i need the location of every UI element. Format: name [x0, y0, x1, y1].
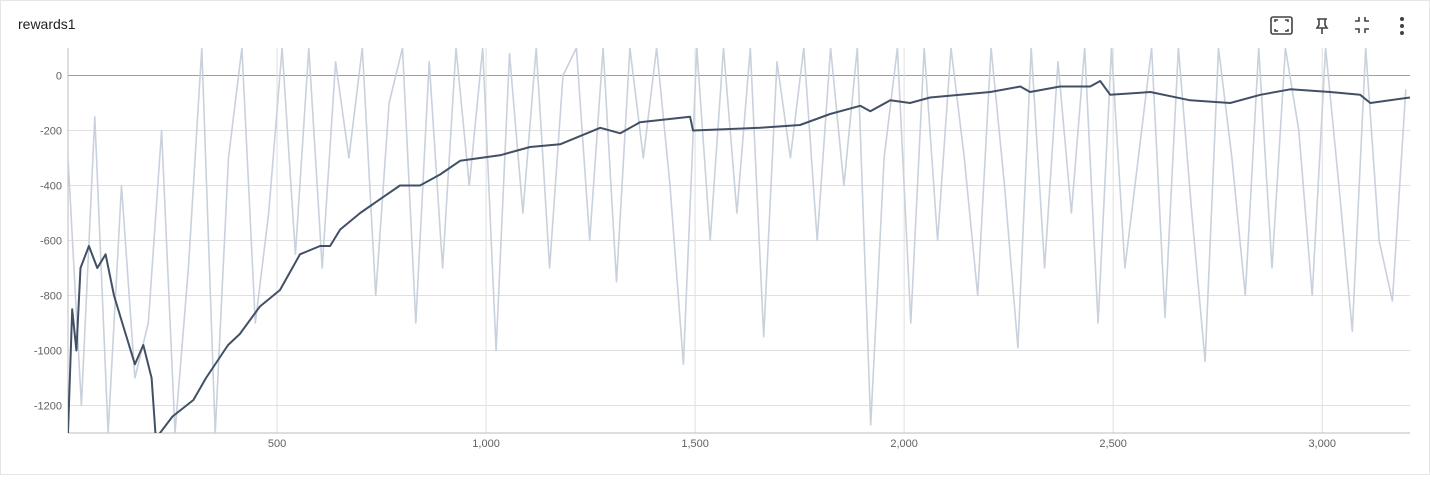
y-tick-label: -400: [40, 181, 62, 193]
x-tick-label: 3,000: [1308, 438, 1336, 450]
y-tick-label: -200: [40, 126, 62, 138]
series-line: [68, 80, 1410, 433]
pin-button[interactable]: [1315, 18, 1329, 34]
toolbar: [1270, 16, 1404, 35]
menu-button[interactable]: [1400, 17, 1404, 35]
collapse-button[interactable]: [1355, 17, 1369, 33]
x-tick-label: 1,500: [681, 438, 709, 450]
x-tick-label: 2,500: [1099, 438, 1127, 450]
y-tick-label: -1000: [34, 346, 62, 358]
x-tick-label: 2,000: [890, 438, 918, 450]
fit-button[interactable]: [1270, 16, 1293, 35]
y-tick-label: 0: [56, 71, 62, 83]
series-line: [68, 48, 1407, 433]
tick-labels: -1200 -1000 -800 -600 -400 -200 0 500 1,000 1,500…: [34, 71, 1336, 451]
y-tick-label: -1200: [34, 401, 62, 413]
chart-title: rewards1: [18, 16, 76, 32]
y-tick-label: -800: [40, 291, 62, 303]
x-tick-label: 1,000: [472, 438, 500, 450]
y-tick-label: -600: [40, 236, 62, 248]
x-tick-label: 500: [268, 438, 286, 450]
plot-area: [68, 48, 1410, 433]
